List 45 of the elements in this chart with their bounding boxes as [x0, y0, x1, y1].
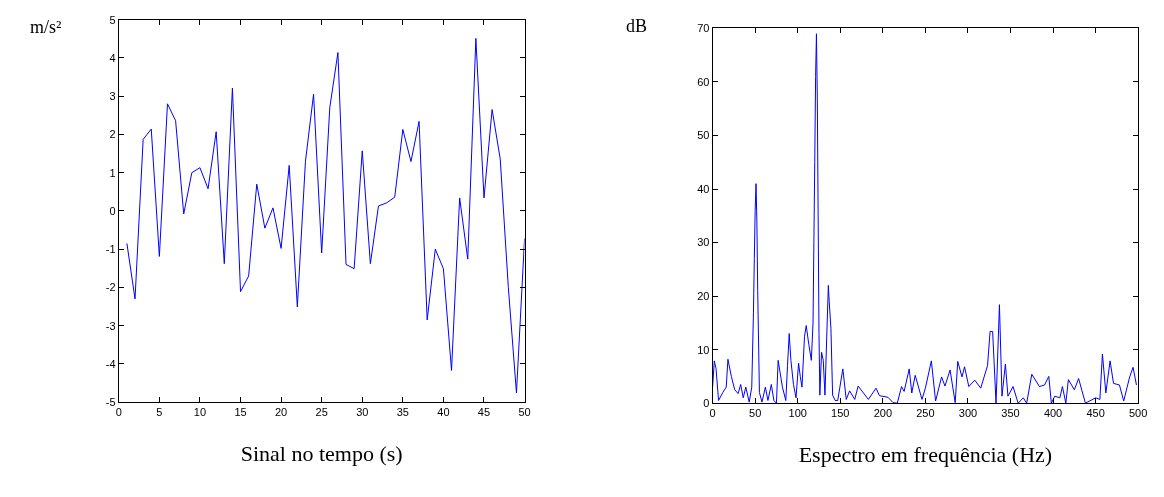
y-tick-label: 2	[109, 128, 116, 141]
x-tick-label: 20	[274, 406, 288, 419]
y-axis-title: dB	[626, 16, 648, 36]
x-axis-title: Espectro em frequência (Hz)	[798, 442, 1053, 468]
y-tick-label: -2	[105, 281, 116, 294]
y-tick-label: 0	[109, 204, 116, 217]
x-tick-label: 10	[193, 406, 207, 419]
x-tick-label: 200	[873, 407, 893, 420]
x-tick-label: 5	[156, 406, 163, 419]
y-tick-label: 0	[703, 397, 710, 410]
y-tick-label: 50	[697, 129, 710, 142]
y-tick-label: -5	[105, 396, 116, 409]
y-tick-label: -1	[105, 243, 116, 256]
x-tick-label: 250	[916, 407, 935, 420]
x-tick-label: 350	[1001, 407, 1020, 420]
y-tick-label: 1	[109, 166, 116, 179]
x-tick-label: 400	[1043, 407, 1063, 420]
x-tick-label: 30	[356, 406, 369, 419]
y-tick-label: 40	[697, 182, 710, 195]
y-tick-label: 60	[697, 75, 710, 88]
x-tick-label: 150	[831, 407, 850, 420]
y-tick-label: 70	[697, 22, 710, 35]
x-tick-label: 50	[518, 406, 531, 419]
x-tick-label: 40	[437, 406, 450, 419]
y-tick-label: -4	[105, 357, 116, 370]
x-tick-label: 50	[749, 407, 762, 420]
y-tick-label: 20	[697, 289, 710, 302]
x-tick-label: 450	[1086, 407, 1105, 420]
x-tick-label: 35	[396, 406, 409, 419]
y-tick-label: 5	[109, 13, 116, 26]
line-series	[126, 37, 525, 394]
y-tick-label: 10	[697, 343, 710, 356]
line-series	[712, 33, 1137, 404]
x-tick-label: 100	[788, 407, 807, 420]
y-tick-label: 30	[697, 236, 710, 249]
x-tick-label: 45	[477, 406, 491, 419]
y-tick-label: 3	[109, 90, 116, 103]
y-tick-label: -3	[105, 319, 116, 332]
y-tick-label: 4	[109, 51, 116, 64]
x-axis-title: Sinal no tempo (s)	[240, 441, 403, 467]
y-axis-title: m/s²	[30, 17, 62, 37]
x-tick-label: 15	[234, 406, 247, 419]
x-tick-label: 500	[1129, 407, 1148, 420]
x-tick-label: 25	[315, 406, 328, 419]
x-tick-label: 300	[958, 407, 978, 420]
